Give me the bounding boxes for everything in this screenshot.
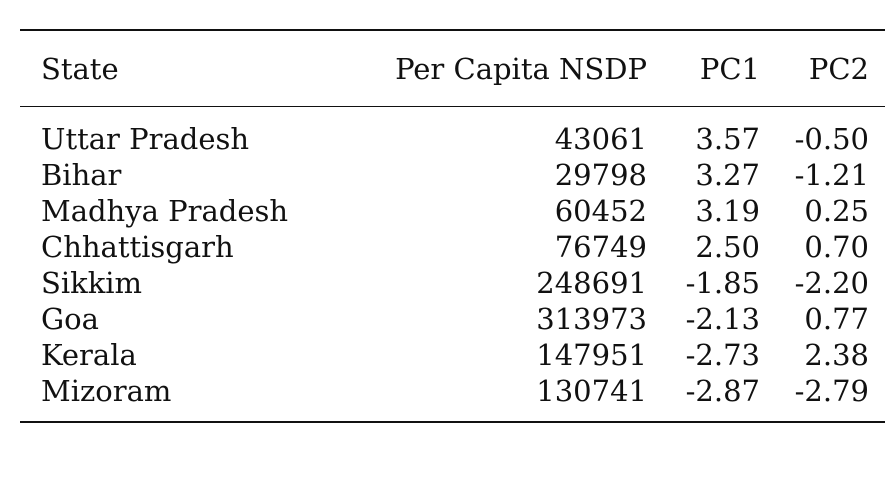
cell-nsdp: 147951: [536, 338, 647, 372]
cell-state: Mizoram: [41, 374, 172, 408]
cell-nsdp: 248691: [536, 266, 647, 300]
cell-pc1: -2.13: [685, 302, 760, 336]
header-row: State Per Capita NSDP PC1 PC2: [20, 30, 885, 107]
cell-pc1: 3.57: [695, 122, 760, 156]
cell-state: Chhattisgarh: [41, 230, 234, 264]
table-row: Chhattisgarh 76749 2.50 0.70: [20, 229, 885, 265]
cell-pc2: -1.21: [794, 158, 869, 192]
table-row: Sikkim 248691 -1.85 -2.20: [20, 265, 885, 301]
cell-pc2: -2.79: [794, 374, 869, 408]
table-row: Madhya Pradesh 60452 3.19 0.25: [20, 193, 885, 229]
cell-nsdp: 76749: [554, 230, 647, 264]
cell-pc2: -0.50: [794, 122, 869, 156]
cell-pc2: 0.70: [804, 230, 869, 264]
table-body: Uttar Pradesh 43061 3.57 -0.50 Bihar 297…: [20, 107, 885, 422]
state-pca-table: State Per Capita NSDP PC1 PC2 Uttar Prad…: [20, 29, 885, 423]
table-row: Mizoram 130741 -2.87 -2.79: [20, 373, 885, 422]
cell-pc2: 0.25: [804, 194, 869, 228]
table-row: Goa 313973 -2.13 0.77: [20, 301, 885, 337]
cell-state: Uttar Pradesh: [41, 122, 250, 156]
cell-state: Sikkim: [41, 266, 143, 300]
cell-state: Madhya Pradesh: [41, 194, 289, 228]
table-row: Uttar Pradesh 43061 3.57 -0.50: [20, 107, 885, 158]
header-pc2: PC2: [808, 51, 869, 86]
cell-pc1: 2.50: [695, 230, 760, 264]
cell-pc1: 3.19: [695, 194, 760, 228]
cell-pc1: -2.87: [685, 374, 760, 408]
cell-nsdp: 130741: [536, 374, 647, 408]
table-row: Kerala 147951 -2.73 2.38: [20, 337, 885, 373]
cell-pc2: 0.77: [804, 302, 869, 336]
cell-state: Goa: [41, 302, 99, 336]
cell-state: Bihar: [41, 158, 122, 192]
header-state: State: [41, 51, 119, 86]
header-per-capita-nsdp: Per Capita NSDP: [395, 51, 647, 86]
header-pc1: PC1: [699, 51, 760, 86]
cell-pc1: -2.73: [685, 338, 760, 372]
cell-nsdp: 313973: [536, 302, 647, 336]
cell-nsdp: 43061: [554, 122, 647, 156]
table-header: State Per Capita NSDP PC1 PC2: [20, 30, 885, 107]
cell-nsdp: 60452: [554, 194, 647, 228]
cell-pc2: -2.20: [794, 266, 869, 300]
table-container: State Per Capita NSDP PC1 PC2 Uttar Prad…: [20, 29, 885, 423]
table-row: Bihar 29798 3.27 -1.21: [20, 157, 885, 193]
cell-pc1: -1.85: [685, 266, 760, 300]
cell-pc2: 2.38: [804, 338, 869, 372]
cell-state: Kerala: [41, 338, 137, 372]
cell-nsdp: 29798: [554, 158, 647, 192]
cell-pc1: 3.27: [695, 158, 760, 192]
